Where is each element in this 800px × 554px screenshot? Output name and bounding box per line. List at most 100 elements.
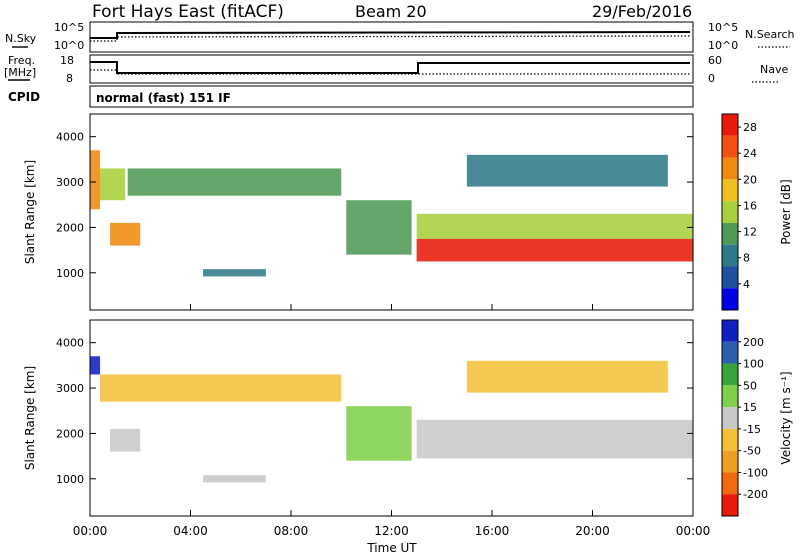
freq-panel-frame bbox=[89, 54, 694, 84]
date-label: 29/Feb/2016 bbox=[592, 2, 692, 21]
power-colorbar-swatch-3 bbox=[722, 179, 738, 202]
xtick-label-6: 00:00 bbox=[676, 524, 711, 538]
velocity-colorbar-label-6: -100 bbox=[743, 466, 768, 479]
cpid-text: normal (fast) 151 IF bbox=[96, 91, 231, 105]
cpid-label: CPID bbox=[8, 90, 40, 104]
velocity-y-ticks: 1000 2000 3000 4000 bbox=[56, 337, 693, 486]
velocity-colorbar-label-0: 200 bbox=[743, 336, 764, 349]
velocity-colorbar: 200 100 50 15 -15 -50 -100 -200 bbox=[721, 319, 768, 517]
power-colorbar-swatch-4 bbox=[722, 201, 738, 223]
power-y-ticks: 1000 2000 3000 4000 bbox=[56, 131, 693, 280]
velocity-data-regions bbox=[90, 356, 693, 483]
power-ytick-label-3: 4000 bbox=[56, 131, 84, 144]
power-colorbar-label: Power [dB] bbox=[779, 179, 793, 244]
velocity-y-axis-label: Slant Range [km] bbox=[23, 366, 37, 470]
velocity-colorbar-label-7: -200 bbox=[743, 488, 768, 501]
velocity-ytick-label-2: 3000 bbox=[56, 382, 84, 395]
noise-tick-right-bottom: 10^0 bbox=[708, 39, 738, 52]
nsearch-label: N.Search bbox=[745, 28, 795, 41]
station-title: Fort Hays East (fitACF) bbox=[92, 2, 284, 22]
velocity-colorbar-label-4: -15 bbox=[743, 423, 761, 436]
velocity-region-2 bbox=[110, 428, 141, 452]
power-ytick-label-2: 3000 bbox=[56, 176, 84, 189]
velocity-region-0 bbox=[90, 356, 101, 375]
velocity-region-5 bbox=[416, 419, 693, 459]
power-region-0 bbox=[90, 150, 101, 210]
velocity-panel: 1000 2000 3000 4000 Slant Range [km] 200 100… bbox=[23, 319, 793, 517]
velocity-colorbar-swatch-7 bbox=[722, 472, 738, 495]
power-colorbar-swatch-5 bbox=[722, 222, 738, 245]
velocity-region-4 bbox=[346, 406, 412, 461]
xtick-label-5: 20:00 bbox=[575, 524, 610, 538]
cpid-frame bbox=[89, 85, 694, 108]
velocity-colorbar-label-1: 100 bbox=[743, 358, 764, 371]
power-ytick-label-0: 1000 bbox=[56, 267, 84, 280]
noise-tick-left-top: 10^5 bbox=[54, 21, 84, 34]
velocity-colorbar-swatch-3 bbox=[722, 385, 738, 408]
velocity-region-3 bbox=[203, 475, 266, 483]
velocity-ytick-label-3: 4000 bbox=[56, 337, 84, 350]
xtick-label-0: 00:00 bbox=[73, 524, 108, 538]
velocity-colorbar-label-5: -50 bbox=[743, 445, 761, 458]
power-region-6 bbox=[416, 238, 693, 262]
velocity-colorbar-swatch-6 bbox=[722, 450, 738, 473]
velocity-colorbar-swatch-0 bbox=[722, 320, 738, 342]
x-axis-label: Time UT bbox=[366, 541, 417, 554]
nave-tick-top: 60 bbox=[708, 54, 722, 67]
power-region-4 bbox=[203, 269, 266, 277]
nave-label: Nave bbox=[760, 63, 788, 76]
noise-tick-right-top: 10^5 bbox=[708, 21, 738, 34]
nave-trace bbox=[90, 69, 690, 75]
freq-label-2: [MHz] bbox=[4, 66, 36, 79]
power-colorbar-label-1: 8 bbox=[743, 252, 750, 265]
power-colorbar-swatch-6 bbox=[722, 244, 738, 267]
xtick-label-3: 12:00 bbox=[374, 524, 409, 538]
time-x-ticks: 00:00 04:00 08:00 12:00 16:00 20:00 00:00 bbox=[73, 304, 711, 538]
nsky-label: N.Sky bbox=[5, 32, 37, 45]
velocity-ytick-label-0: 1000 bbox=[56, 473, 84, 486]
power-region-1 bbox=[100, 168, 126, 201]
power-colorbar-swatch-1 bbox=[722, 135, 738, 158]
velocity-colorbar-swatch-4 bbox=[722, 407, 738, 429]
velocity-region-1 bbox=[100, 374, 342, 402]
velocity-colorbar-swatch-5 bbox=[722, 428, 738, 451]
xtick-label-2: 08:00 bbox=[274, 524, 309, 538]
velocity-colorbar-label-2: 50 bbox=[743, 379, 757, 392]
velocity-region-6 bbox=[466, 360, 668, 393]
nave-tick-bottom: 0 bbox=[708, 72, 715, 85]
cpid-row: CPID normal (fast) 151 IF bbox=[8, 85, 694, 108]
power-colorbar-label-5: 24 bbox=[743, 147, 757, 160]
velocity-colorbar-swatch-2 bbox=[722, 363, 738, 386]
power-colorbar-frame bbox=[721, 113, 739, 311]
velocity-colorbar-label: Velocity [m s⁻¹] bbox=[779, 371, 793, 464]
freq-trace bbox=[90, 61, 690, 74]
beam-label: Beam 20 bbox=[355, 2, 427, 21]
xtick-label-1: 04:00 bbox=[173, 524, 208, 538]
nsky-trace bbox=[90, 31, 691, 39]
velocity-colorbar-swatch-8 bbox=[722, 494, 738, 516]
power-colorbar: 4 8 12 16 20 24 28 bbox=[721, 113, 757, 311]
velocity-colorbar-swatch-1 bbox=[722, 341, 738, 364]
power-colorbar-swatch-7 bbox=[722, 266, 738, 289]
power-region-7 bbox=[416, 213, 693, 239]
freq-panel: Freq. [MHz] 18 8 60 0 Nave bbox=[4, 54, 788, 85]
power-colorbar-swatch-0 bbox=[722, 114, 738, 136]
power-region-8 bbox=[466, 154, 668, 187]
velocity-colorbar-frame bbox=[721, 319, 739, 517]
power-colorbar-label-0: 4 bbox=[743, 278, 750, 291]
noise-panel: N.Sky 10^5 10^0 10^5 10^0 N.Search bbox=[5, 21, 795, 53]
nsearch-trace bbox=[90, 35, 691, 42]
power-y-axis-label: Slant Range [km] bbox=[23, 160, 37, 264]
power-region-3 bbox=[127, 168, 342, 196]
power-region-2 bbox=[110, 222, 141, 246]
xtick-label-4: 16:00 bbox=[475, 524, 510, 538]
velocity-ytick-label-1: 2000 bbox=[56, 427, 84, 440]
velocity-colorbar-label-3: 15 bbox=[743, 401, 757, 414]
power-colorbar-label-2: 12 bbox=[743, 226, 757, 239]
power-ytick-label-1: 2000 bbox=[56, 221, 84, 234]
freq-tick-top: 18 bbox=[60, 54, 74, 67]
freq-label-1: Freq. bbox=[8, 54, 35, 67]
power-colorbar-swatch-2 bbox=[722, 157, 738, 180]
freq-tick-bottom: 8 bbox=[66, 72, 73, 85]
